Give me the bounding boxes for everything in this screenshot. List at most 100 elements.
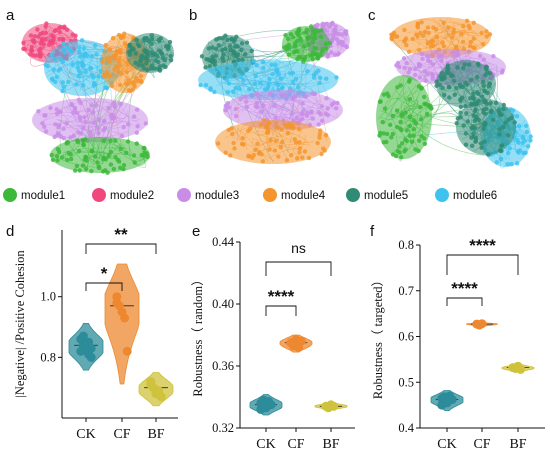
network-node: [81, 125, 86, 131]
network-node: [234, 34, 239, 39]
network-node: [225, 90, 230, 95]
network-node: [482, 121, 487, 126]
network-node: [305, 35, 311, 40]
network-node: [316, 110, 321, 115]
network-node: [394, 108, 400, 113]
network-node: [409, 139, 415, 144]
network-node: [142, 48, 147, 53]
network-node: [157, 68, 163, 73]
network-node: [57, 29, 62, 35]
network-node: [60, 36, 66, 42]
network-node: [124, 69, 129, 75]
network-node: [230, 131, 235, 137]
network-node: [28, 33, 34, 38]
network-node: [117, 82, 123, 88]
network-node: [61, 84, 67, 90]
network-node: [451, 30, 456, 35]
network-node: [484, 29, 489, 34]
network-node: [311, 91, 316, 97]
network-node: [451, 78, 457, 84]
network-node: [106, 153, 111, 158]
network-node: [497, 127, 502, 132]
network-node: [317, 80, 322, 86]
network-node: [213, 46, 219, 51]
module-cluster: [32, 98, 148, 142]
network-node: [29, 48, 34, 53]
network-node: [316, 68, 321, 73]
network-node: [289, 112, 294, 117]
network-node: [128, 88, 133, 94]
panel-label-b: b: [189, 7, 197, 24]
network-node: [251, 58, 256, 63]
network-node: [289, 153, 294, 158]
network-node: [335, 52, 340, 57]
network-node: [51, 67, 56, 72]
network-node: [238, 74, 244, 79]
network-node: [79, 61, 85, 66]
network-node: [43, 62, 48, 68]
network-node: [118, 49, 123, 55]
chart-e: 0.44 0.40 0.36 0.32 Robustness（ random） CK CF B…: [191, 235, 355, 452]
data-point-BF: [146, 380, 156, 390]
network-node: [404, 60, 409, 66]
network-node: [299, 111, 304, 116]
network-node: [440, 40, 445, 45]
network-node: [422, 29, 428, 34]
network-node: [485, 70, 490, 75]
network-node: [259, 109, 264, 114]
significance-bracket: [85, 243, 157, 254]
network-node: [344, 44, 350, 50]
network-node: [422, 141, 428, 146]
network-node: [285, 36, 291, 41]
network-node: [267, 147, 272, 152]
network-node: [198, 82, 203, 88]
y-tick-label: 0.7: [398, 284, 414, 298]
network-node: [417, 47, 422, 53]
network-node: [400, 141, 405, 146]
network-node: [133, 60, 138, 65]
network-node: [481, 79, 486, 85]
network-node: [84, 158, 89, 163]
network-node: [481, 57, 486, 62]
network-node: [420, 33, 426, 38]
network-node: [31, 53, 36, 58]
network-node: [101, 128, 106, 133]
network-node: [311, 36, 316, 41]
y-tick-label: 0.44: [212, 235, 235, 249]
network-node: [481, 83, 486, 89]
network-node: [284, 158, 290, 163]
network-node: [516, 150, 521, 155]
network-node: [29, 44, 34, 50]
legend-swatch-module5: [346, 188, 360, 202]
network-node: [117, 59, 122, 65]
network-node: [309, 110, 314, 115]
network-node: [275, 67, 280, 73]
network-node: [42, 124, 47, 129]
network-node: [463, 80, 468, 86]
network-node: [54, 74, 59, 80]
network-node: [68, 47, 73, 52]
network-node: [473, 100, 478, 106]
network-node: [320, 46, 325, 52]
network-node: [411, 133, 416, 138]
network-node: [212, 89, 217, 95]
network-node: [261, 65, 266, 71]
network-node: [400, 113, 405, 118]
network-node: [286, 122, 291, 127]
network-node: [325, 52, 331, 57]
network-node: [452, 92, 457, 97]
network-node: [92, 43, 98, 48]
network-node: [106, 105, 111, 111]
network-node: [244, 99, 249, 104]
network-node: [343, 29, 348, 34]
network-node: [168, 58, 174, 63]
network-node: [51, 34, 56, 40]
network-node: [81, 143, 86, 148]
network-node: [498, 156, 504, 161]
network-node: [38, 31, 43, 37]
panel-label-f: f: [370, 223, 375, 240]
network-node: [395, 148, 400, 154]
network-node: [516, 123, 522, 129]
network-node: [434, 83, 439, 89]
network-node: [447, 71, 452, 76]
